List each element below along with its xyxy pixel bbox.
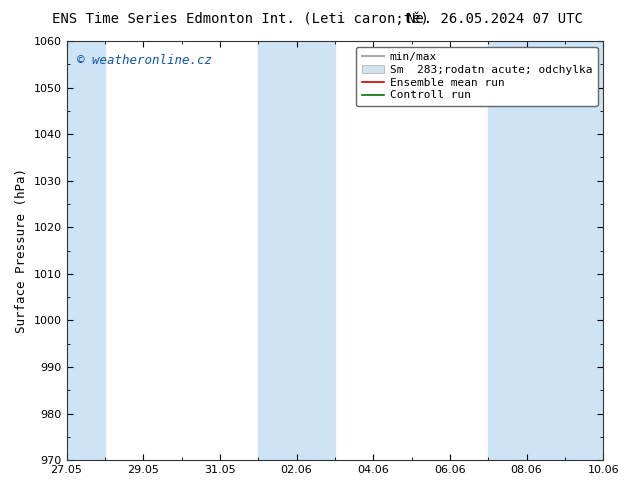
Y-axis label: Surface Pressure (hPa): Surface Pressure (hPa): [15, 168, 28, 333]
Text: ENS Time Series Edmonton Int. (Leti caron;tě): ENS Time Series Edmonton Int. (Leti caro…: [53, 12, 429, 26]
Text: Ne. 26.05.2024 07 UTC: Ne. 26.05.2024 07 UTC: [406, 12, 583, 26]
Legend: min/max, Sm  283;rodatn acute; odchylka, Ensemble mean run, Controll run: min/max, Sm 283;rodatn acute; odchylka, …: [356, 47, 598, 106]
Bar: [488, 41, 623, 460]
Bar: [48, 41, 105, 460]
Text: © weatheronline.cz: © weatheronline.cz: [77, 53, 212, 67]
Bar: [258, 41, 335, 460]
